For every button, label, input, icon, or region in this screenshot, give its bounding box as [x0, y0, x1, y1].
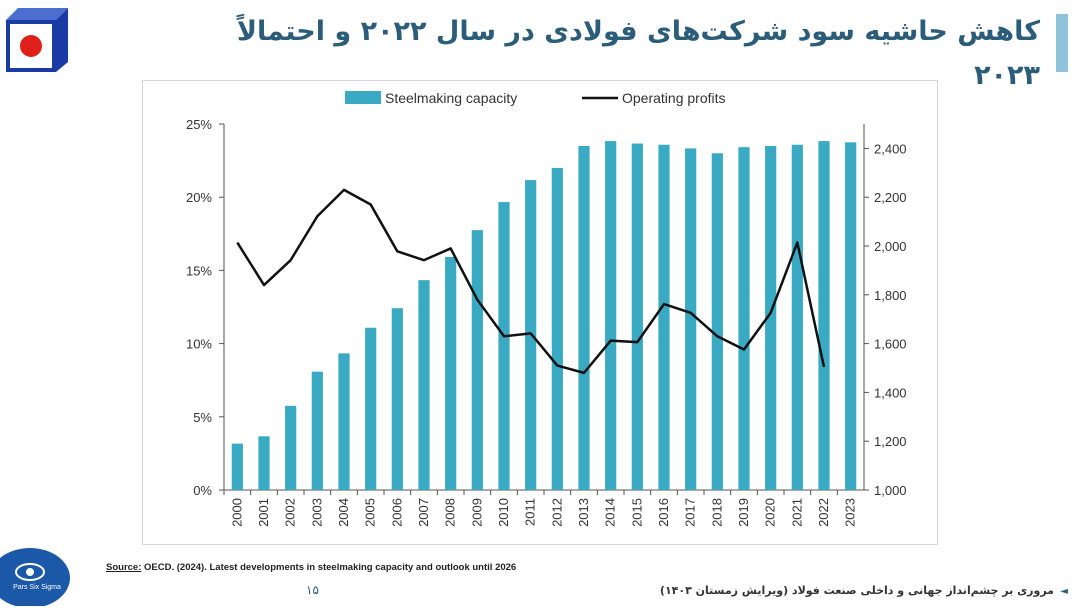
x-tick-label: 2023: [843, 498, 858, 527]
left-tick-label: 10%: [186, 337, 212, 352]
x-tick-label: 2001: [256, 498, 271, 527]
x-tick-label: 2003: [309, 498, 324, 527]
capacity-bar: [311, 371, 323, 490]
x-tick-label: 2017: [683, 498, 698, 527]
left-tick-label: 20%: [186, 190, 212, 205]
x-tick-label: 2016: [656, 498, 671, 527]
capacity-bar: [711, 153, 723, 490]
right-tick-label: 1,600: [874, 337, 907, 352]
capacity-bar: [498, 202, 510, 490]
capacity-bar: [231, 443, 243, 490]
capacity-bar: [578, 145, 590, 490]
left-tick-label: 5%: [193, 410, 212, 425]
x-tick-label: 2011: [523, 498, 538, 526]
footer-arrow-icon: ◄: [1060, 586, 1068, 597]
right-tick-label: 2,200: [874, 190, 907, 205]
x-tick-label: 2004: [336, 498, 351, 527]
capacity-bar: [285, 405, 297, 490]
x-tick-label: 2007: [416, 498, 431, 527]
company-logo: [6, 8, 68, 72]
legend-label-capacity: Steelmaking capacity: [385, 90, 517, 106]
left-tick-label: 25%: [186, 117, 212, 132]
page-title: کاهش حاشیه سود شرکت‌های فولادی در سال ۲۰…: [236, 16, 1040, 91]
legend-swatch-capacity: [345, 91, 381, 104]
capacity-bar: [818, 141, 830, 490]
source-label: Source:: [106, 562, 142, 573]
page-number: ۱۵: [306, 583, 319, 597]
x-tick-label: 2020: [763, 498, 778, 527]
left-tick-label: 15%: [186, 263, 212, 278]
capacity-bar: [418, 280, 430, 490]
chart-frame: [142, 80, 938, 545]
x-tick-label: 2013: [576, 498, 591, 527]
x-tick-label: 2002: [283, 498, 298, 527]
source-text: OECD. (2024). Latest developments in ste…: [144, 562, 517, 573]
capacity-bar: [551, 167, 563, 491]
x-tick-label: 2000: [229, 498, 244, 527]
capacity-bar: [631, 143, 643, 490]
capacity-bar: [605, 141, 617, 490]
bottom-logo-text: Pars Six Sigma: [13, 584, 61, 591]
x-tick-label: 2015: [629, 498, 644, 527]
capacity-bar: [791, 144, 803, 490]
right-tick-label: 1,200: [874, 434, 907, 449]
capacity-bar: [258, 436, 270, 490]
right-tick-label: 2,000: [874, 239, 907, 254]
source-note: Source: OECD. (2024). Latest development…: [106, 562, 516, 573]
x-tick-label: 2019: [736, 498, 751, 527]
footer-text: مروری بر چشم‌انداز جهانی و داخلی صنعت فو…: [659, 584, 1054, 597]
x-tick-label: 2012: [549, 498, 564, 527]
left-tick-label: 0%: [193, 483, 212, 498]
x-tick-label: 2018: [709, 498, 724, 527]
capacity-bar: [471, 230, 483, 490]
x-tick-label: 2010: [496, 498, 511, 527]
title-accent-bar: [1056, 14, 1068, 72]
right-tick-label: 1,400: [874, 385, 907, 400]
right-tick-label: 1,000: [874, 483, 907, 498]
pars-six-sigma-logo: [0, 548, 70, 606]
capacity-bar: [658, 144, 670, 490]
x-tick-label: 2014: [603, 498, 618, 527]
capacity-bar: [765, 145, 777, 490]
capacity-bar: [738, 147, 750, 490]
right-tick-label: 2,400: [874, 141, 907, 156]
legend-label-profits: Operating profits: [622, 90, 726, 106]
x-tick-label: 2006: [389, 498, 404, 527]
logo-red-dot: [20, 35, 42, 57]
x-tick-label: 2005: [363, 498, 378, 527]
capacity-bar: [365, 327, 377, 490]
capacity-bar: [845, 142, 857, 491]
capacity-bar: [338, 353, 350, 490]
x-tick-label: 2008: [443, 498, 458, 527]
x-tick-label: 2022: [816, 498, 831, 527]
x-tick-label: 2009: [469, 498, 484, 527]
x-tick-label: 2021: [789, 498, 804, 527]
capacity-bar: [445, 256, 457, 490]
chart: 0% 5% 10% 15% 20% 25% 1,000 1,200 1,400 1,600 1,80…: [186, 90, 907, 527]
capacity-bar: [685, 148, 697, 490]
capacity-bar: [391, 308, 403, 490]
right-tick-label: 1,800: [874, 288, 907, 303]
